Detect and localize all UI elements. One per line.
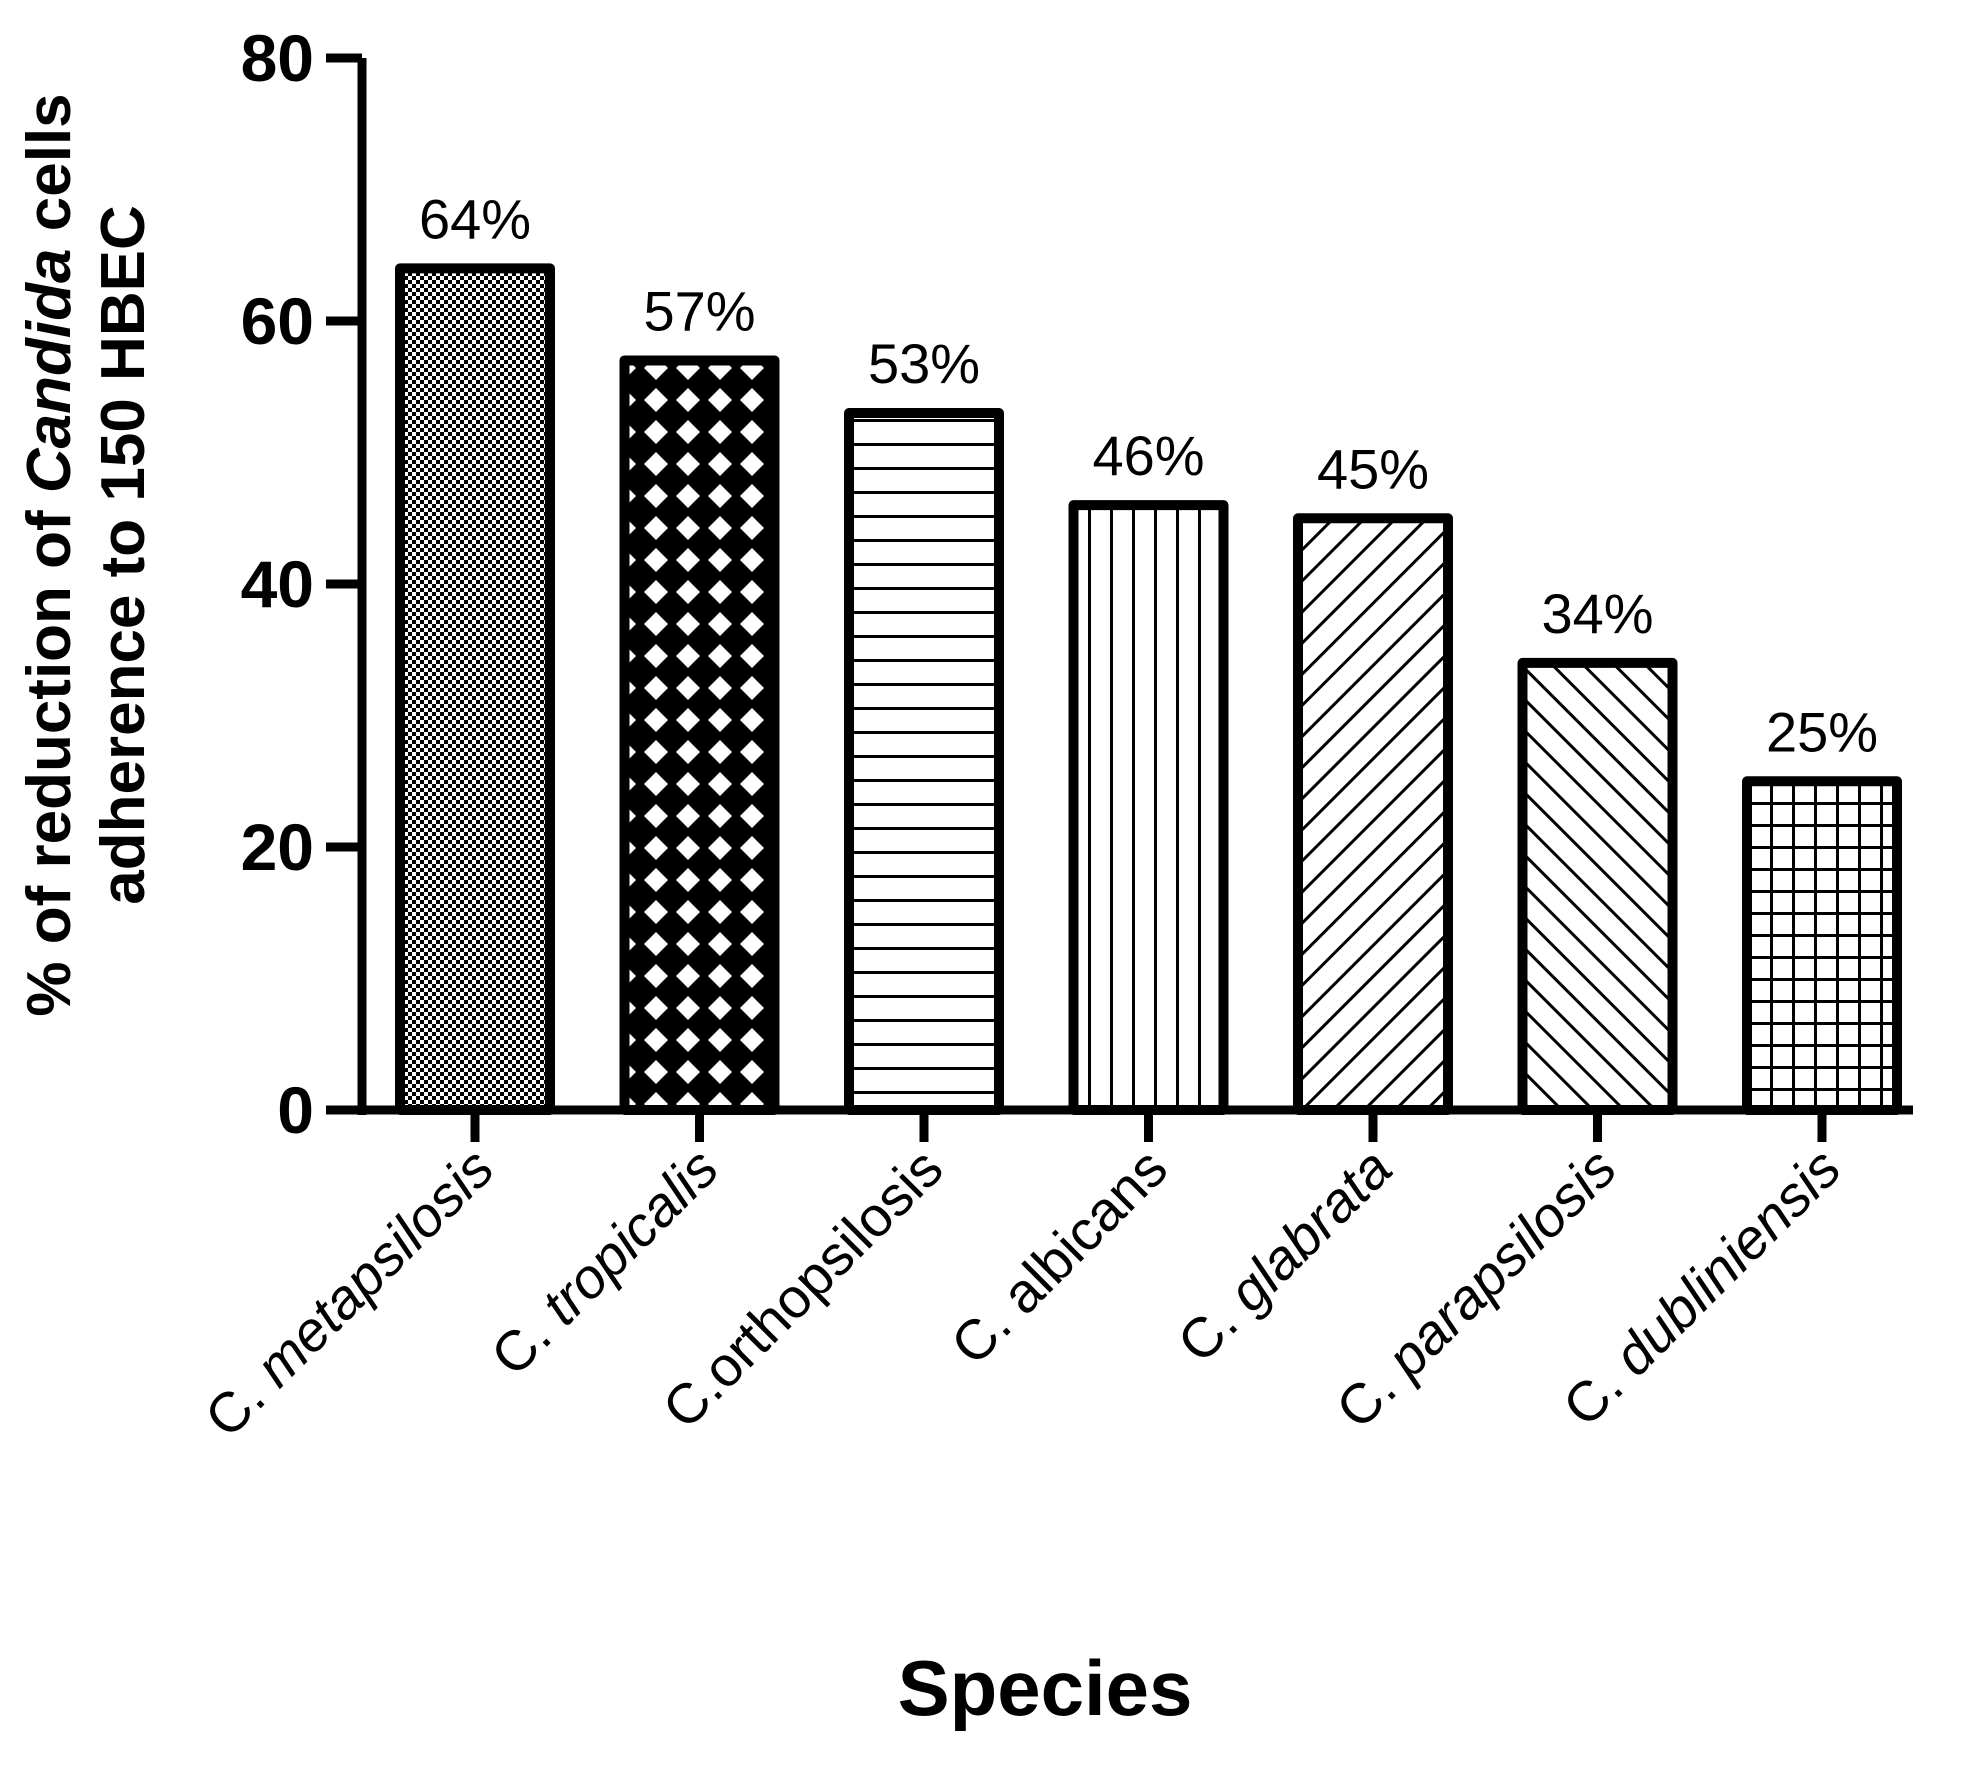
bar-orthopsilosis bbox=[844, 408, 1004, 1115]
y-axis-title-line2: adherence to 150 HBEC bbox=[89, 205, 158, 904]
data-label-tropicalis: 57% bbox=[643, 279, 755, 342]
bar-albicans bbox=[1068, 500, 1229, 1116]
data-label-parapsilosis: 34% bbox=[1541, 582, 1653, 645]
category-label-tropicalis: C. tropicalis bbox=[479, 1136, 730, 1387]
bar-tropicalis bbox=[619, 355, 780, 1115]
y-axis-title-line1: % of reduction of Candida cells bbox=[15, 93, 84, 1016]
data-label-albicans: 46% bbox=[1092, 424, 1204, 487]
x-axis-title: Species bbox=[898, 1644, 1193, 1732]
category-label-albicans: C. albicans bbox=[939, 1136, 1179, 1376]
bar-dubliniensis bbox=[1742, 776, 1902, 1115]
y-tick-label-60: 60 bbox=[241, 284, 314, 358]
category-label-glabrata: C. glabrata bbox=[1165, 1136, 1403, 1374]
bar-parapsilosis bbox=[1517, 657, 1678, 1116]
data-label-orthopsilosis: 53% bbox=[868, 332, 980, 395]
y-tick-label-40: 40 bbox=[241, 547, 314, 621]
data-label-dubliniensis: 25% bbox=[1766, 700, 1878, 763]
y-axis-title: % of reduction of Candida cells adherenc… bbox=[15, 93, 158, 1016]
y-tick-label-80: 80 bbox=[241, 21, 314, 95]
bar-glabrata bbox=[1293, 513, 1453, 1115]
category-label-metapsilosis: C. metapsilosis bbox=[192, 1136, 505, 1449]
data-label-metapsilosis: 64% bbox=[419, 187, 531, 250]
y-tick-label-20: 20 bbox=[241, 810, 314, 884]
data-label-glabrata: 45% bbox=[1317, 437, 1429, 500]
y-tick-label-0: 0 bbox=[277, 1073, 314, 1147]
bar-metapsilosis bbox=[395, 263, 555, 1115]
